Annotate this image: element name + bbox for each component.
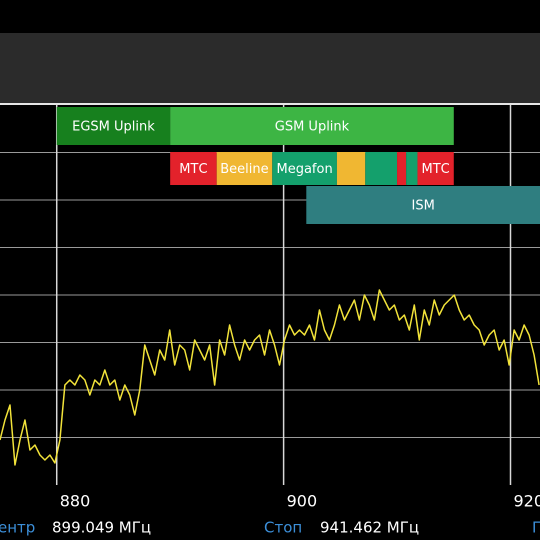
band: [336, 152, 366, 185]
footer-label: ентр: [0, 519, 35, 537]
band: [406, 152, 418, 185]
footer-label: Г: [532, 519, 540, 537]
footer: ентр 899.049 МГц Стоп 941.462 МГц Г: [0, 519, 540, 537]
band-label: ISM: [411, 199, 434, 214]
footer-label: Стоп: [264, 519, 302, 537]
band: [170, 107, 454, 145]
band: [365, 152, 398, 185]
band-label: МТС: [179, 162, 207, 177]
x-axis: 880 900 920: [60, 492, 540, 511]
band: [272, 152, 337, 185]
band: [397, 152, 407, 185]
trace: [0, 289, 540, 466]
band: [170, 152, 217, 185]
band: [216, 152, 273, 185]
band: [417, 152, 454, 185]
band: [56, 107, 171, 145]
grid: [0, 105, 540, 485]
band-label: Megafon: [276, 162, 332, 177]
status-bar: [0, 0, 540, 33]
footer-value: 899.049 МГц: [52, 519, 151, 537]
x-tick-label: 880: [60, 492, 91, 511]
band-label: Beeline: [220, 162, 268, 177]
band: [306, 186, 540, 224]
band-label: МТС: [422, 162, 450, 177]
footer-value: 941.462 МГц: [320, 519, 419, 537]
spectrum-line: [0, 289, 540, 466]
plot-top-border: [0, 103, 540, 105]
toolbar: [0, 33, 540, 103]
bands: EGSM Uplink GSM Uplink МТС Beeline Megafon МТ…: [56, 107, 540, 224]
x-tick-label: 920: [514, 492, 540, 511]
band-label: GSM Uplink: [275, 120, 350, 135]
band-label: EGSM Uplink: [72, 120, 155, 135]
x-tick-label: 900: [287, 492, 318, 511]
